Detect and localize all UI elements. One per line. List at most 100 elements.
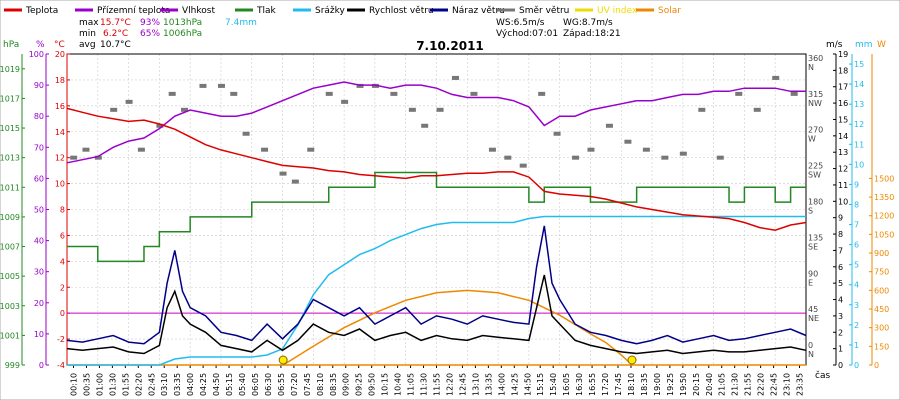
legend-label-humidity: Vlhkost bbox=[182, 6, 215, 16]
axis-unit-c: °C bbox=[54, 40, 65, 50]
axis-tick-mm: 4 bbox=[854, 281, 859, 290]
avg-temp: 10.7°C bbox=[100, 40, 131, 50]
axis-tick-mm: 11 bbox=[854, 140, 864, 149]
x-tick-label: 23:35 bbox=[796, 373, 805, 396]
axis-tick-ms: 18 bbox=[838, 66, 848, 75]
axis-tick-ms: 16 bbox=[838, 99, 848, 108]
x-tick-label: 10:15 bbox=[381, 373, 390, 396]
axis-tick-c: 8 bbox=[60, 206, 65, 215]
x-tick-label: 13:35 bbox=[484, 373, 493, 396]
wind-direction-mark bbox=[504, 155, 512, 160]
axis-unit-hpa: hPa bbox=[3, 40, 19, 50]
axis-tick-ms: 11 bbox=[838, 181, 848, 190]
axis-tick-pct: 60 bbox=[34, 174, 44, 183]
legend-label-precipitation: Srážky bbox=[315, 6, 346, 16]
min-pressure: 1006hPa bbox=[163, 29, 202, 39]
wind-direction-mark bbox=[772, 75, 780, 80]
wind-speed-stat: WS:6.5m/s bbox=[496, 18, 545, 28]
legend-label-temperature: Teplota bbox=[25, 6, 58, 16]
min-label: min bbox=[79, 29, 96, 39]
axis-tick-mm: 7 bbox=[854, 221, 859, 230]
axis-tick-hpa: 1005 bbox=[0, 272, 20, 281]
axis-tick-c: 6 bbox=[60, 231, 65, 240]
x-tick-label: 08:10 bbox=[316, 373, 325, 396]
wind-direction-mark bbox=[436, 107, 444, 112]
x-tick-label: 15:15 bbox=[536, 373, 545, 396]
axis-tick-mm: 6 bbox=[854, 241, 859, 250]
sun-marker bbox=[627, 355, 637, 365]
legend-label-pressure: Tlak bbox=[256, 6, 277, 16]
legend-label-gust: Náraz větru bbox=[452, 6, 505, 16]
axis-tick-ms: 1 bbox=[838, 345, 843, 354]
x-tick-label: 01:30 bbox=[108, 373, 117, 396]
wind-direction-mark bbox=[753, 107, 761, 112]
max-pressure: 1013hPa bbox=[163, 18, 202, 28]
axis-tick-c: 16 bbox=[55, 102, 65, 111]
axis-tick-dir: 360 bbox=[808, 54, 823, 63]
x-tick-label: 04:00 bbox=[186, 373, 195, 396]
x-tick-label: 06:05 bbox=[251, 373, 260, 396]
x-tick-label: 12:45 bbox=[458, 373, 467, 396]
series-humidity bbox=[66, 81, 806, 164]
series-wind-speed bbox=[66, 274, 807, 355]
wind-direction-mark bbox=[242, 131, 250, 136]
legend-label-wind_direction: Směr větru bbox=[519, 6, 569, 16]
axis-tick-ms: 15 bbox=[838, 115, 848, 124]
axis-tick-ms: 5 bbox=[838, 279, 843, 288]
axis-tick-dir-name: W bbox=[808, 135, 816, 144]
axis-tick-w: 1050 bbox=[874, 230, 894, 239]
wind-direction-mark bbox=[168, 91, 176, 96]
axis-tick-ms: 4 bbox=[838, 296, 843, 305]
wind-direction-mark bbox=[82, 147, 90, 152]
axis-tick-pct: 70 bbox=[34, 143, 44, 152]
axis-tick-w: 0 bbox=[874, 361, 879, 370]
axis-tick-ms: 12 bbox=[838, 165, 848, 174]
wind-direction-mark bbox=[325, 91, 333, 96]
axis-tick-pct: 100 bbox=[29, 50, 44, 59]
wind-direction-mark bbox=[408, 107, 416, 112]
axis-tick-pct: 40 bbox=[34, 237, 44, 246]
axis-tick-dir-name: NW bbox=[808, 99, 822, 108]
wind-direction-mark bbox=[735, 91, 743, 96]
max-rain: 7.4mm bbox=[225, 18, 257, 28]
axis-tick-ms: 10 bbox=[838, 197, 848, 206]
x-tick-label: 16:55 bbox=[588, 373, 597, 396]
legend-label-wind_speed: Rychlost větru bbox=[369, 6, 434, 16]
x-tick-label: 21:55 bbox=[744, 373, 753, 396]
axis-tick-hpa: 1011 bbox=[0, 183, 20, 192]
summary-stats: max 15.7°C 93% 1013hPa 7.4mm min 6.2°C 6… bbox=[79, 18, 621, 50]
axis-tick-ms: 2 bbox=[838, 328, 843, 337]
max-humidity: 93% bbox=[140, 18, 160, 28]
axis-tick-ms: 8 bbox=[838, 230, 843, 239]
axis-tick-mm: 12 bbox=[854, 120, 864, 129]
wind-direction-mark bbox=[110, 107, 118, 112]
wind-direction-mark bbox=[341, 99, 349, 104]
axis-tick-mm: 10 bbox=[854, 160, 864, 169]
wind-direction-mark bbox=[70, 155, 78, 160]
axis-tick-mm: 14 bbox=[854, 80, 864, 89]
x-tick-label: 11:05 bbox=[407, 373, 416, 396]
x-tick-label: 01:00 bbox=[95, 373, 104, 396]
axis-tick-dir: 270 bbox=[808, 126, 823, 135]
chart-title: 7.10.2011 bbox=[416, 39, 484, 53]
axis-tick-w: 1200 bbox=[874, 212, 894, 221]
axis-tick-w: 900 bbox=[874, 249, 889, 258]
wind-direction-mark bbox=[291, 179, 299, 184]
wind-direction-mark bbox=[587, 147, 595, 152]
x-tick-label: 09:00 bbox=[342, 373, 351, 396]
wind-gust-stat: WG:8.7m/s bbox=[563, 18, 613, 28]
wind-direction-mark bbox=[451, 75, 459, 80]
x-tick-label: 11:30 bbox=[420, 373, 429, 396]
max-label: max bbox=[79, 18, 99, 28]
legend-label-solar: Solar bbox=[658, 6, 681, 16]
axis-tick-mm: 1 bbox=[854, 341, 859, 350]
wind-direction-mark bbox=[279, 171, 287, 176]
x-tick-label: 19:25 bbox=[666, 373, 675, 396]
x-tick-label: 09:25 bbox=[355, 373, 364, 396]
axis-tick-dir-name: E bbox=[808, 278, 813, 287]
x-tick-label: 13:10 bbox=[471, 373, 480, 396]
x-tick-label: 03:10 bbox=[160, 373, 169, 396]
axis-tick-hpa: 1017 bbox=[0, 94, 20, 103]
series-layer bbox=[66, 75, 807, 366]
avg-label: avg bbox=[79, 40, 96, 50]
